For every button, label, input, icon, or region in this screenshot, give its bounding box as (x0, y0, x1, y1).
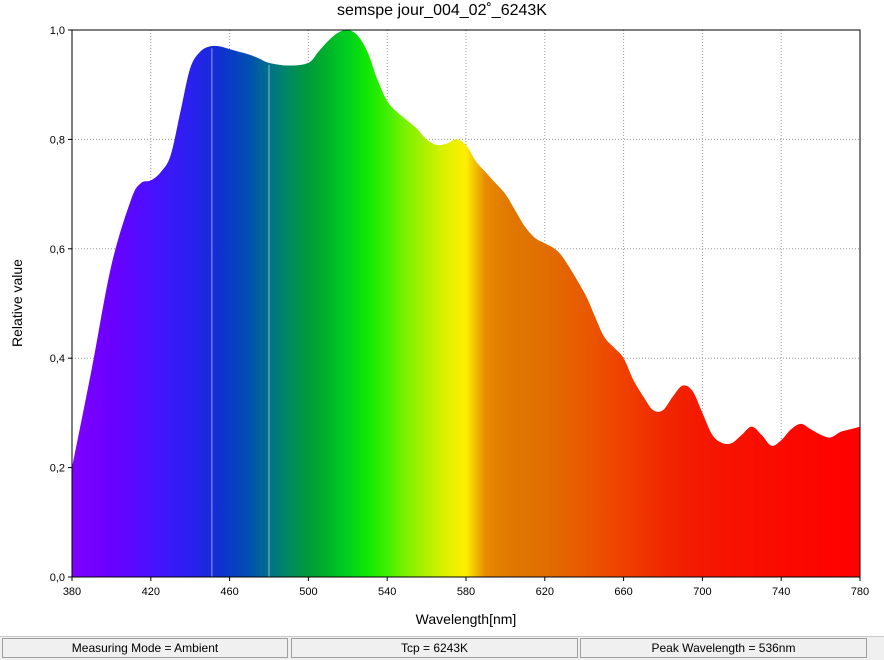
status-bar: Measuring Mode = Ambient Tcp = 6243K Pea… (0, 636, 884, 660)
x-tick-label: 580 (457, 586, 475, 598)
y-tick-label: 0,8 (50, 134, 65, 146)
y-tick-label: 0,0 (50, 572, 65, 584)
x-tick-label: 700 (693, 586, 711, 598)
x-tick-label: 620 (536, 586, 554, 598)
y-tick-label: 1,0 (50, 25, 65, 37)
spectrum-chart: 380 420 460 500 540 580 620 660 700 740 780 0,0 0,2 0… (50, 25, 869, 598)
x-tick-label: 380 (63, 586, 81, 598)
x-tick-label: 460 (220, 586, 238, 598)
x-tick-label: 420 (142, 586, 160, 598)
axes (68, 29, 861, 581)
x-tick-label: 740 (772, 586, 790, 598)
x-tick-label: 500 (299, 586, 317, 598)
y-tick-label: 0,6 (50, 244, 65, 256)
status-tcp: Tcp = 6243K (291, 638, 578, 658)
status-peak-wavelength: Peak Wavelength = 536nm (580, 638, 867, 658)
y-tick-label: 0,2 (50, 463, 65, 475)
x-tick-label: 540 (378, 586, 396, 598)
y-axis-label: Relative value (9, 259, 25, 347)
marker-layer (211, 48, 270, 577)
status-measuring-mode: Measuring Mode = Ambient (2, 638, 288, 658)
y-tick-label: 0,4 (50, 353, 65, 365)
chart-title: semspe jour_004_02˚_6243K (337, 2, 547, 19)
x-axis-label: Wavelength[nm] (415, 611, 517, 627)
x-tick-label: 780 (851, 586, 869, 598)
tick-labels: 380 420 460 500 540 580 620 660 700 740 780 0,0 0,2 0… (50, 25, 869, 598)
x-tick-label: 660 (614, 586, 632, 598)
